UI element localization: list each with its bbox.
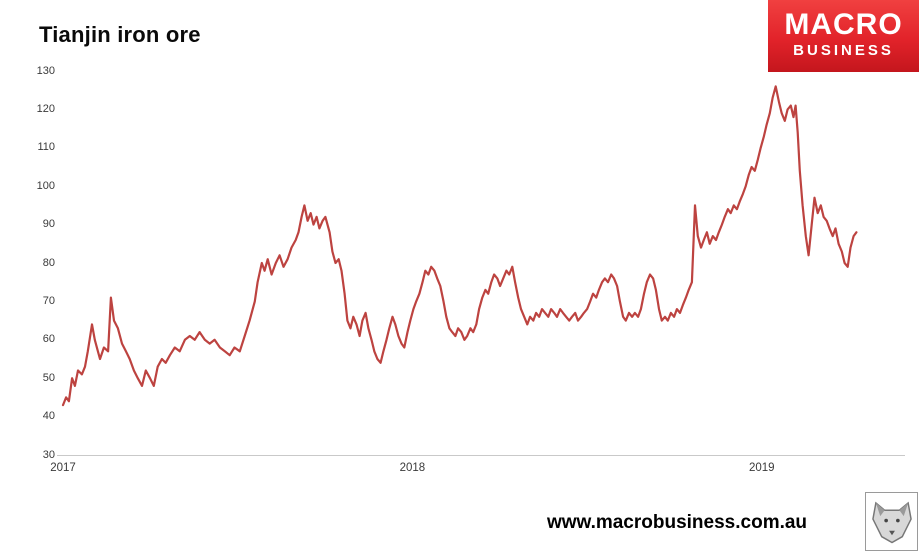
y-tick-label: 110 <box>37 141 55 154</box>
page-title: Tianjin iron ore <box>39 22 201 47</box>
y-tick-label: 120 <box>36 102 55 115</box>
macrobusiness-logo: MACRO BUSINESS <box>768 0 919 72</box>
y-tick-label: 30 <box>42 448 55 461</box>
y-tick-label: 90 <box>42 218 55 231</box>
wolf-logo <box>865 492 918 551</box>
y-axis: 30 40 50 60 70 80 90 100 110 120 130 <box>0 0 55 552</box>
x-tick-label: 2019 <box>748 462 775 474</box>
y-tick-label: 60 <box>42 333 55 346</box>
logo-text-business: BUSINESS <box>793 42 894 59</box>
footer-url: www.macrobusiness.com.au <box>546 512 808 533</box>
y-tick-label: 80 <box>42 256 55 269</box>
y-tick-label: 40 <box>42 410 55 423</box>
x-tick-label: 2017 <box>50 462 76 474</box>
y-tick-label: 130 <box>36 64 55 77</box>
price-line-chart <box>61 85 858 407</box>
x-axis-line <box>57 455 905 456</box>
logo-text-macro: MACRO <box>784 8 903 41</box>
y-tick-label: 100 <box>36 179 55 192</box>
y-tick-label: 50 <box>42 371 55 384</box>
price-series-line <box>61 85 858 407</box>
wolf-icon <box>871 501 912 543</box>
y-tick-label: 70 <box>42 294 55 307</box>
x-tick-label: 2018 <box>399 462 426 474</box>
